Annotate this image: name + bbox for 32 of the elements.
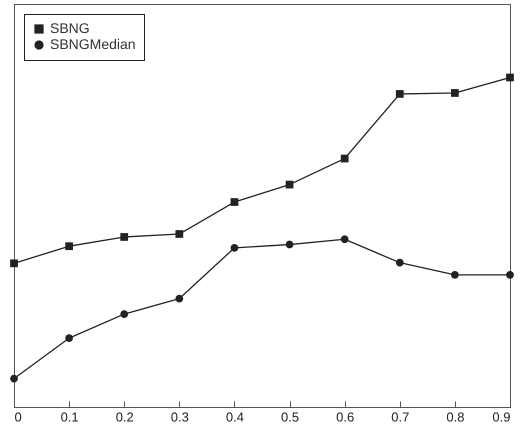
point (175, 294, 184, 302)
legend-label: SBNGMedian (50, 36, 136, 52)
point (396, 258, 404, 267)
x-tick-label: 0.9 (492, 410, 510, 424)
point (230, 198, 238, 206)
point (340, 154, 349, 162)
point (10, 259, 18, 268)
point (506, 74, 514, 82)
point (506, 271, 514, 279)
point (286, 180, 294, 188)
x-tick-label: 0.2 (116, 410, 134, 424)
point (120, 233, 128, 241)
x-tick-label: 0.8 (446, 410, 464, 424)
point (451, 89, 459, 97)
point (65, 334, 73, 342)
x-tick-label: 0.3 (170, 410, 189, 424)
x-tick-label: 0.1 (60, 410, 79, 424)
x-tick-label: 0.6 (336, 410, 354, 424)
x-tick-label: 0 (14, 410, 22, 424)
point (230, 244, 238, 252)
point (340, 235, 349, 244)
point (396, 90, 404, 98)
x-tick-label: 0.7 (391, 410, 410, 424)
point (120, 310, 128, 318)
x-tick-label: 0.4 (226, 410, 244, 424)
x-tick-label: 0.5 (281, 410, 300, 424)
point (175, 230, 184, 238)
point (10, 374, 18, 383)
legend-label: SBNG (50, 20, 90, 36)
point (286, 240, 294, 248)
point (65, 242, 73, 250)
point (451, 271, 459, 279)
